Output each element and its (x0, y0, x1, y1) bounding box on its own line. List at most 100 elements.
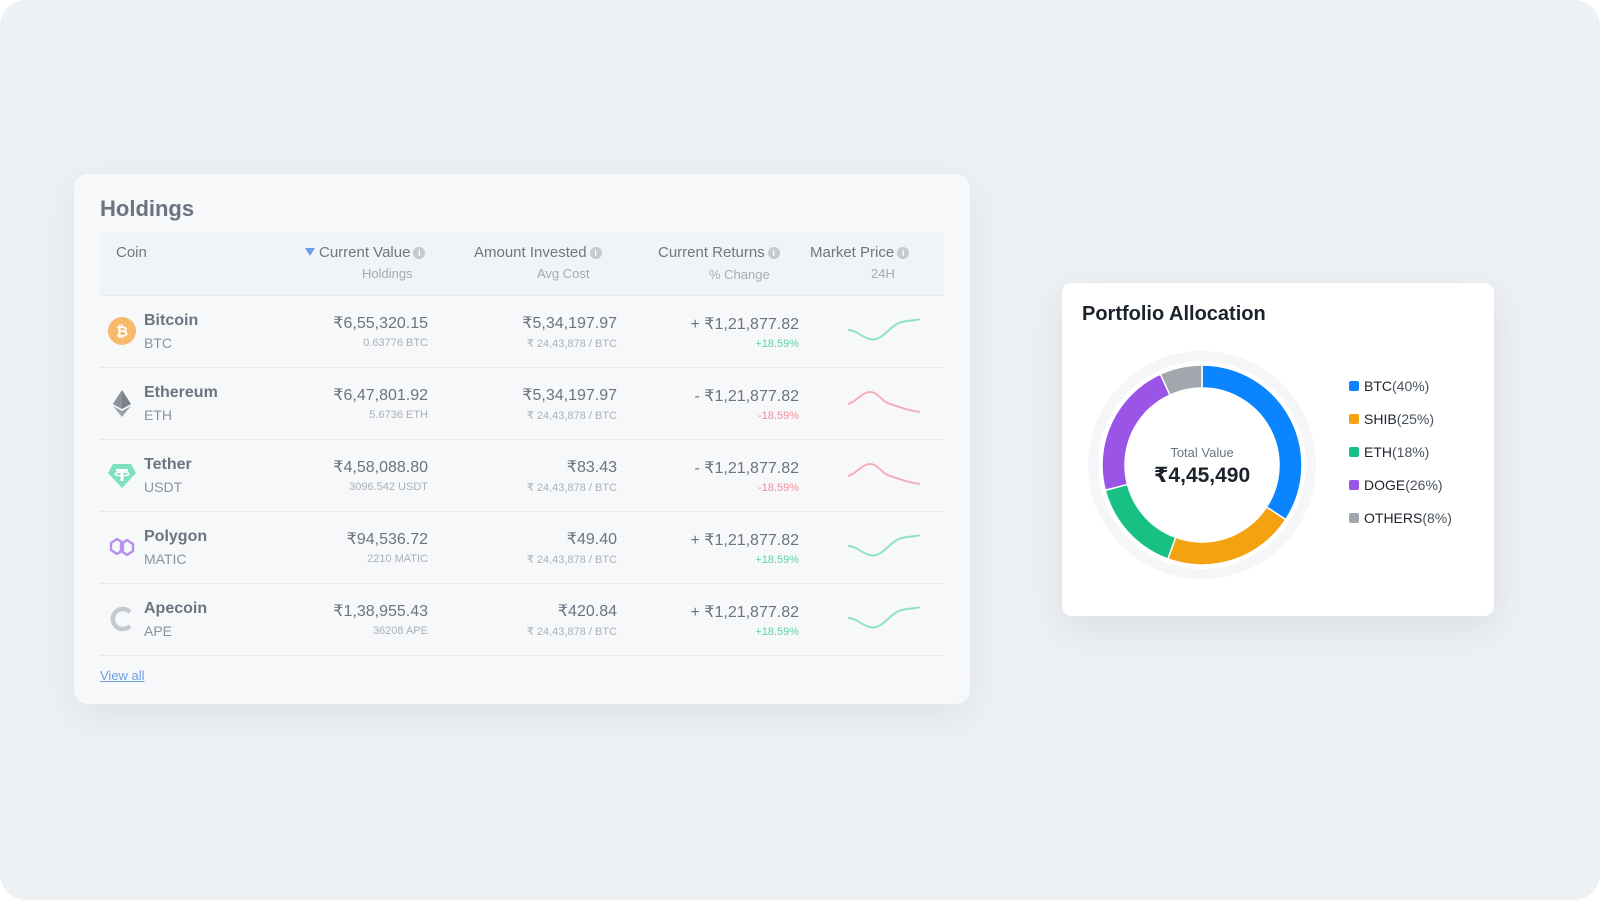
coin-name: Tether (144, 456, 192, 473)
table-row[interactable]: ₿ Bitcoin BTC ₹6,55,320.15 0.63776 BTC ₹… (100, 296, 944, 368)
polygon-icon (109, 537, 135, 557)
legend-swatch (1349, 414, 1359, 424)
legend-name: ETH (1364, 444, 1392, 460)
legend-item-eth: ETH(18%) (1349, 444, 1452, 477)
coin-symbol: BTC (144, 335, 172, 351)
holdings-amount: 5.6736 ETH (369, 409, 428, 421)
bitcoin-icon: ₿ (108, 317, 136, 345)
coin-symbol: APE (144, 623, 173, 639)
avg-cost: ₹ 24,43,878 / BTC (526, 482, 617, 494)
portfolio-allocation-card: Portfolio Allocation Total Value ₹4,45,4… (1062, 283, 1494, 616)
holdings-amount: 3096.542 USDT (349, 481, 428, 493)
column-coin[interactable]: Coin (116, 244, 147, 261)
column-market-price-sub: 24H (871, 266, 895, 281)
holdings-amount: 0.63776 BTC (363, 337, 428, 349)
amount-invested: ₹83.43 (566, 459, 617, 476)
holdings-table-body: ₿ Bitcoin BTC ₹6,55,320.15 0.63776 BTC ₹… (100, 296, 944, 656)
holdings-amount: 2210 MATIC (367, 553, 428, 565)
coin-symbol: USDT (144, 479, 183, 495)
column-current-value[interactable]: Current Value i (305, 244, 426, 261)
avg-cost: ₹ 24,43,878 / BTC (526, 554, 617, 566)
total-value-label: Total Value (1170, 445, 1234, 460)
svg-text:₿: ₿ (116, 323, 128, 341)
amount-invested: ₹5,34,197.97 (522, 315, 617, 332)
allocation-legend: BTC(40%) SHIB(25%) ETH(18%) DOGE(26%) OT… (1349, 378, 1452, 543)
apecoin-icon (110, 606, 132, 632)
amount-invested: ₹5,34,197.97 (522, 387, 617, 404)
holdings-card: Holdings Coin Current Value i Holdings Am… (74, 174, 970, 704)
legend-swatch (1349, 381, 1359, 391)
legend-name: OTHERS (1364, 510, 1423, 526)
column-amount-invested[interactable]: Amount Invested i (474, 244, 602, 261)
table-row[interactable]: Tether USDT ₹4,58,088.80 3096.542 USDT ₹… (100, 440, 944, 512)
percent-change: -18.59% (758, 410, 799, 422)
info-icon[interactable]: i (767, 247, 780, 259)
view-all-link[interactable]: View all (100, 668, 145, 683)
legend-name: SHIB (1364, 411, 1397, 427)
current-returns: - ₹1,21,877.82 (694, 460, 799, 477)
coin-name: Polygon (144, 528, 208, 545)
legend-name: DOGE (1364, 477, 1406, 493)
legend-item-shib: SHIB(25%) (1349, 411, 1452, 444)
amount-invested: ₹420.84 (557, 603, 617, 620)
current-value: ₹4,58,088.80 (333, 459, 428, 476)
column-amount-invested-label: Amount Invested (474, 244, 587, 261)
avg-cost: ₹ 24,43,878 / BTC (526, 338, 617, 350)
percent-change: +18.59% (755, 338, 799, 350)
legend-swatch (1349, 480, 1359, 490)
legend-percent: (18%) (1392, 444, 1430, 460)
sparkline-up (847, 534, 921, 557)
column-amount-invested-sub: Avg Cost (537, 266, 590, 281)
sparkline-up (847, 318, 921, 341)
legend-swatch (1349, 447, 1359, 457)
total-value: ₹4,45,490 (1153, 464, 1251, 487)
column-current-returns-label: Current Returns (658, 244, 765, 261)
legend-item-doge: DOGE(26%) (1349, 477, 1452, 510)
sort-descending-icon[interactable] (305, 248, 315, 256)
column-current-returns[interactable]: Current Returns i (658, 244, 780, 261)
column-current-value-sub: Holdings (362, 266, 413, 281)
column-market-price[interactable]: Market Price i (810, 244, 910, 261)
coin-name: Bitcoin (144, 312, 199, 329)
info-icon[interactable]: i (897, 247, 910, 259)
table-row[interactable]: Polygon MATIC ₹94,536.72 2210 MATIC ₹49.… (100, 512, 944, 584)
table-row[interactable]: Ethereum ETH ₹6,47,801.92 5.6736 ETH ₹5,… (100, 368, 944, 440)
coin-symbol: ETH (144, 407, 172, 423)
avg-cost: ₹ 24,43,878 / BTC (526, 410, 617, 422)
percent-change: +18.59% (755, 626, 799, 638)
donut-slice-others[interactable] (1159, 364, 1203, 396)
info-icon[interactable]: i (589, 247, 602, 259)
info-icon[interactable]: i (413, 247, 426, 259)
holdings-title: Holdings (100, 196, 195, 221)
current-value: ₹6,47,801.92 (333, 387, 428, 404)
legend-item-others: OTHERS(8%) (1349, 510, 1452, 543)
column-market-price-label: Market Price (810, 244, 895, 261)
coin-name: Ethereum (144, 384, 218, 401)
table-row[interactable]: Apecoin APE ₹1,38,955.43 36208 APE ₹420.… (100, 584, 944, 656)
column-current-returns-sub: % Change (709, 267, 770, 282)
current-returns: + ₹1,21,877.82 (690, 316, 800, 333)
percent-change: +18.59% (755, 554, 799, 566)
current-value: ₹94,536.72 (346, 531, 428, 548)
donut-svg (1088, 351, 1316, 579)
coin-symbol: MATIC (144, 551, 187, 567)
amount-invested: ₹49.40 (566, 531, 617, 548)
column-current-value-label: Current Value (319, 244, 411, 261)
allocation-donut-chart: Total Value ₹4,45,490 (1088, 351, 1316, 579)
legend-percent: (26%) (1405, 477, 1443, 493)
current-returns: - ₹1,21,877.82 (694, 388, 799, 405)
legend-swatch (1349, 513, 1359, 523)
current-returns: + ₹1,21,877.82 (690, 604, 800, 621)
table-header: Coin Current Value i Holdings Amount Inve… (100, 232, 944, 296)
holdings-amount: 36208 APE (372, 625, 428, 637)
current-value: ₹1,38,955.43 (333, 603, 428, 620)
coin-name: Apecoin (144, 600, 208, 617)
sparkline-down (847, 462, 921, 485)
donut-background (1098, 361, 1306, 569)
tether-icon (108, 464, 136, 488)
current-returns: + ₹1,21,877.82 (690, 532, 800, 549)
legend-percent: (40%) (1392, 378, 1430, 394)
legend-percent: (25%) (1396, 411, 1435, 427)
avg-cost: ₹ 24,43,878 / BTC (526, 626, 617, 638)
legend-name: BTC (1364, 378, 1392, 394)
